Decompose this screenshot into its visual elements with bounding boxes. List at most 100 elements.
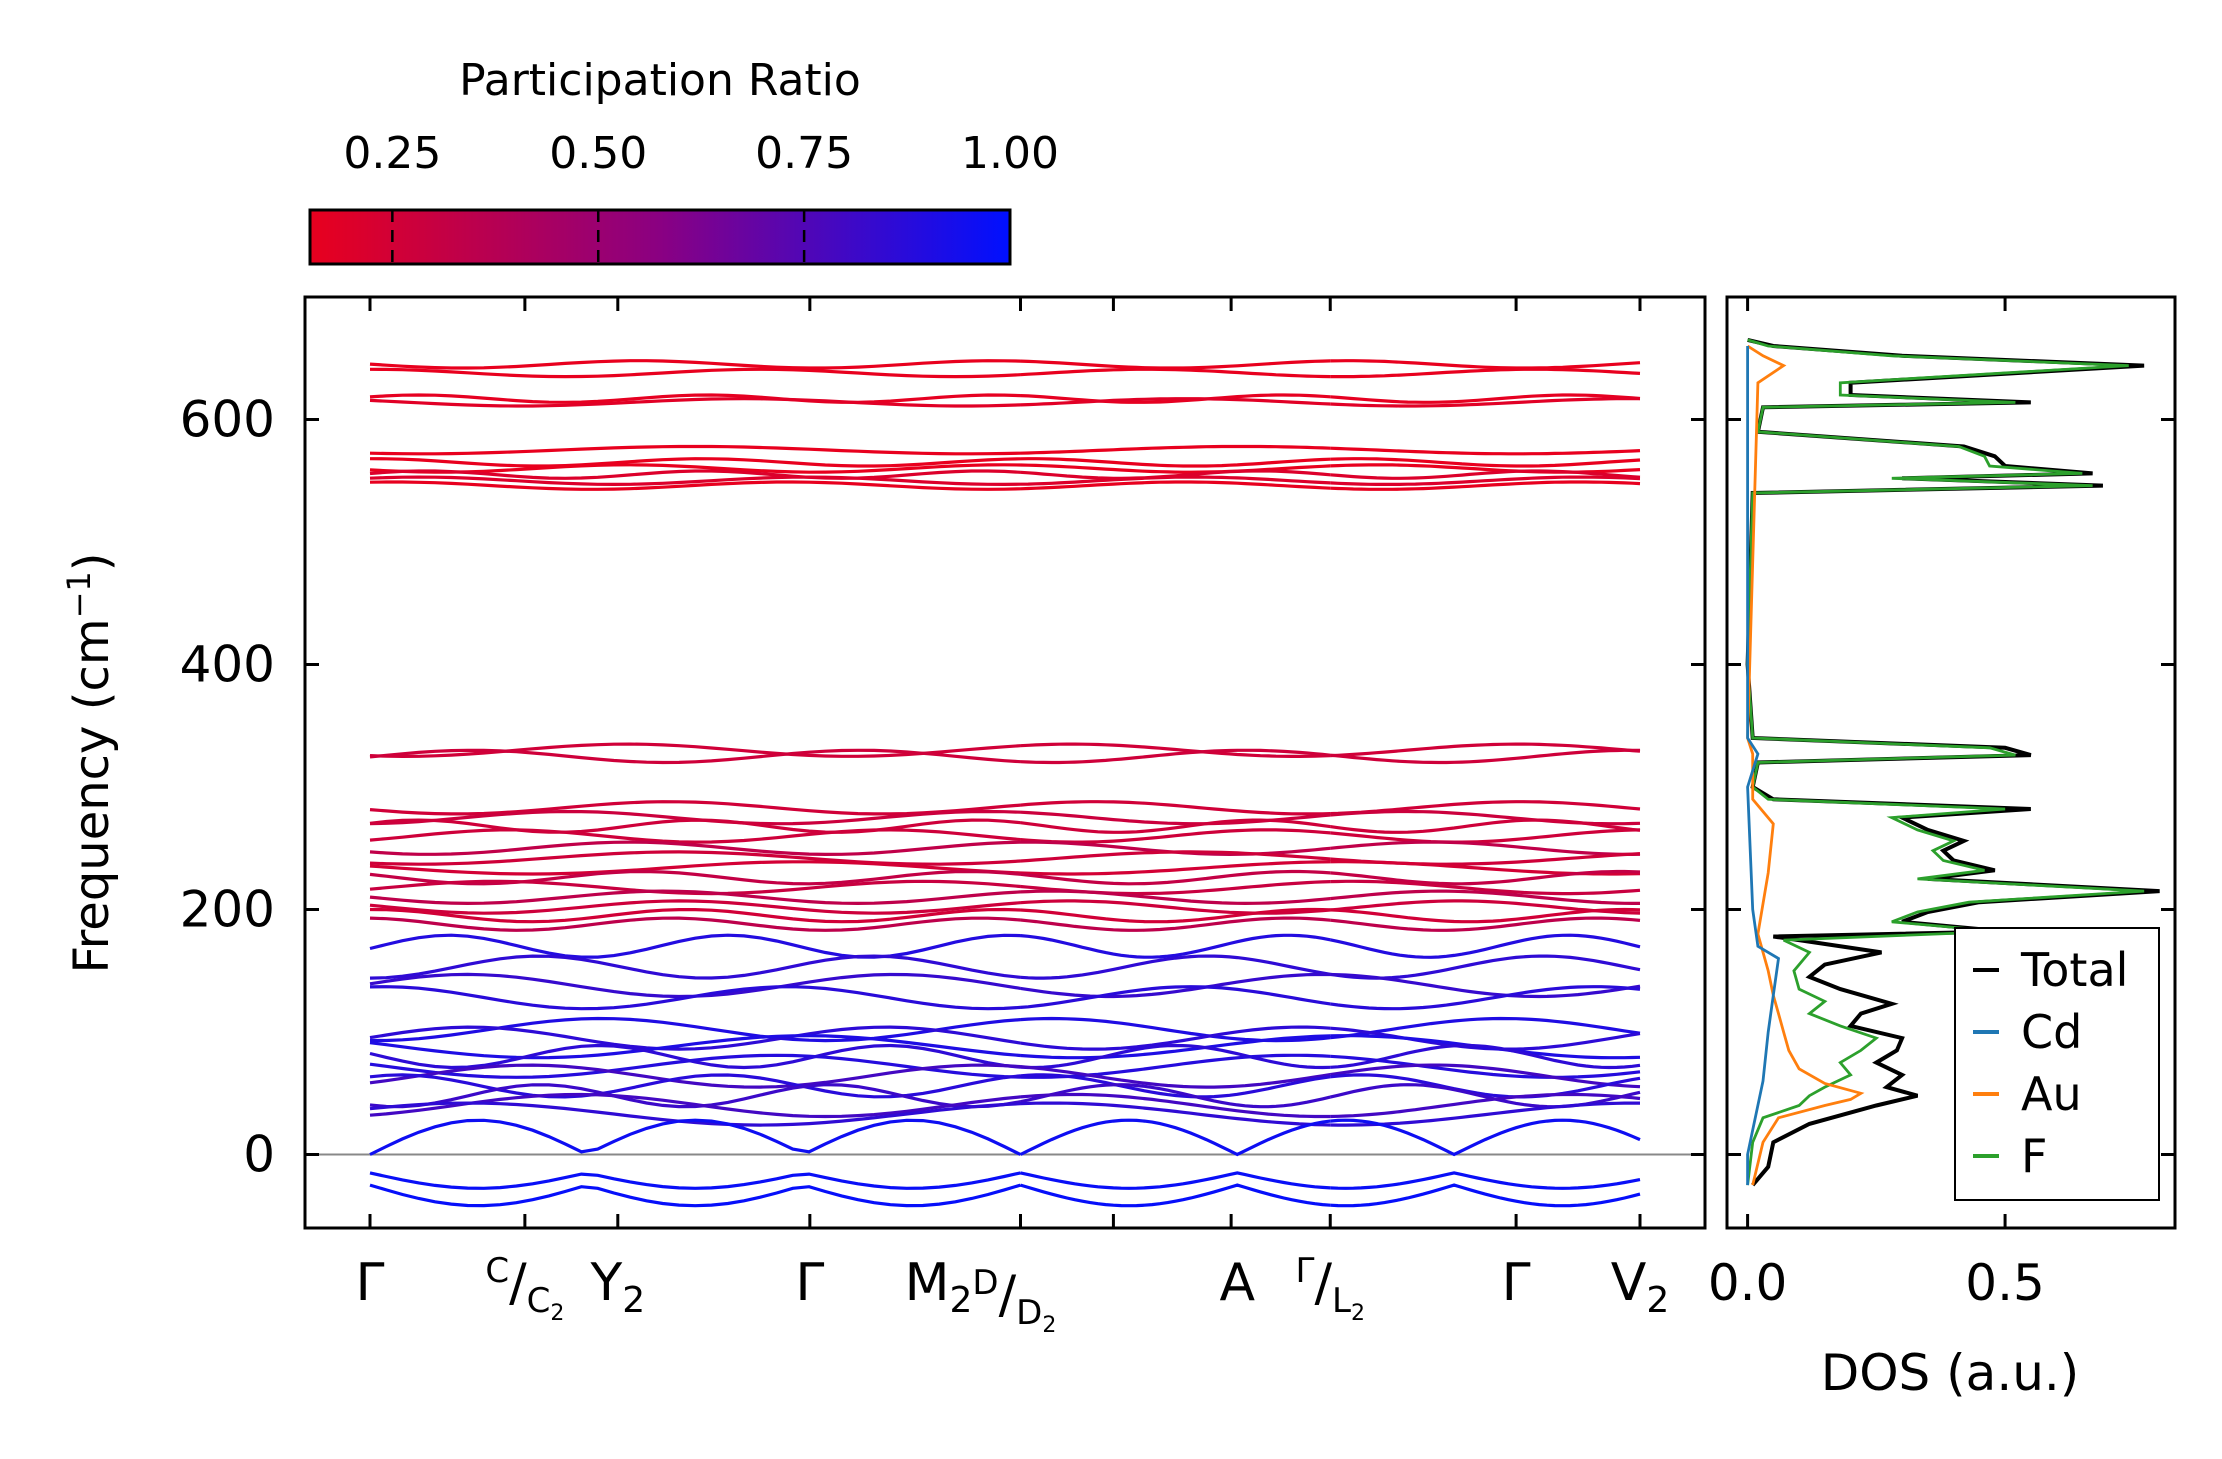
dos-series: [1745, 337, 2160, 1187]
phonon-band-line: [1020, 1101, 1331, 1127]
phonon-band-line: [369, 1063, 1021, 1089]
phonon-band-line: [1020, 954, 1331, 980]
phonon-band-line: [1330, 359, 1641, 370]
phonon-band-line: [1020, 1065, 1331, 1089]
phonon-band-line: [1020, 1034, 1331, 1060]
phonon-band-line: [1329, 985, 1641, 1011]
phonon-band-line: [369, 397, 1021, 408]
phonon-band-line: [1020, 1083, 1331, 1109]
dos-x-tick-label: 0.5: [1965, 1254, 2045, 1312]
phonon-band-line: [369, 1073, 1021, 1099]
phonon-band-line: [1020, 1043, 1331, 1070]
phonon-band-line: [1020, 933, 1331, 959]
dos-frame: [1725, 295, 2177, 1230]
k-point-label: V2: [1611, 1253, 1669, 1321]
phonon-band-line: [1020, 916, 1331, 932]
k-point-label: Γ: [1502, 1253, 1531, 1313]
phonon-band-line: [1020, 397, 1331, 407]
colorbar-tick-label: 1.00: [961, 128, 1059, 179]
dos-series-total: [1745, 337, 2160, 1187]
phonon-band-line: [369, 800, 1021, 816]
phonon-band-line: [1330, 1016, 1641, 1040]
colorbar: Participation Ratio 0.25 0.50 0.75 1.00: [308, 55, 1059, 266]
phonon-band-line: [369, 1043, 1021, 1070]
band-frame: [303, 295, 1707, 1230]
phonon-band-line: [1329, 818, 1641, 834]
phonon-band-line: [1020, 972, 1331, 999]
phonon-band-line: [369, 475, 1021, 487]
phonon-band-line: [1020, 748, 1331, 765]
phonon-band-line: [1020, 850, 1331, 863]
y-tick-label: 600: [180, 391, 275, 449]
phonon-band-line: [1330, 480, 1641, 491]
k-point-label: M2D/D2: [905, 1253, 1057, 1338]
legend-label: Total: [2020, 943, 2128, 997]
phonon-band-line: [1330, 972, 1641, 999]
phonon-band-line: [1020, 1183, 1331, 1208]
phonon-band-line: [1330, 393, 1641, 404]
y-axis-label-text: Frequency (cm: [64, 618, 120, 973]
phonon-band-line: [1020, 475, 1331, 486]
phonon-band-line: [369, 840, 1021, 857]
phonon-band-line: [369, 748, 1021, 765]
band-axes: [303, 295, 1707, 1230]
phonon-band-line: [1330, 742, 1641, 758]
phonon-bands: [369, 359, 1641, 1208]
phonon-band-line: [369, 359, 1021, 370]
y-axis-label-close: ): [64, 552, 120, 571]
phonon-band-line: [1020, 1171, 1331, 1190]
k-point-label: A: [1220, 1253, 1256, 1313]
phonon-band-line: [369, 907, 1021, 924]
k-point-label: Γ: [795, 1253, 824, 1313]
phonon-band-line: [1020, 393, 1331, 404]
y-axis-label: Frequency (cm−1): [60, 552, 120, 973]
phonon-band-line: [369, 869, 1021, 886]
k-point-label: C/C2: [485, 1251, 564, 1326]
phonon-band-line: [1330, 809, 1641, 826]
phonon-band-line: [1330, 916, 1641, 932]
phonon-band-line: [369, 1171, 1021, 1190]
phonon-band-line: [369, 916, 1021, 932]
colorbar-label: Participation Ratio: [459, 55, 861, 106]
phonon-band-line: [1020, 860, 1331, 876]
phonon-band-line: [1020, 907, 1331, 924]
phonon-band-line: [1330, 475, 1641, 486]
phonon-band-line: [1330, 1183, 1641, 1208]
phonon-band-line: [1330, 1073, 1641, 1099]
band-structure-panel: Γ C/C2 Y2 Γ M2D/D2 A Γ/L2 Γ V2 0 200 400 600 Freque…: [60, 295, 2175, 1338]
phonon-band-line: [369, 1083, 1021, 1109]
dos-series-f: [1746, 338, 2145, 1186]
phonon-band-line: [369, 899, 1021, 915]
legend-label: F: [2021, 1129, 2047, 1183]
phonon-band-line: [370, 1016, 1021, 1043]
phonon-band-line: [369, 444, 1021, 456]
phonon-band-line: [369, 463, 1021, 474]
phonon-band-line: [1330, 879, 1641, 896]
phonon-band-line: [1020, 889, 1331, 906]
phonon-band-line: [1330, 446, 1641, 456]
phonon-band-line: [1330, 469, 1641, 480]
phonon-band-line: [369, 1101, 1021, 1127]
colorbar-gradient: [308, 208, 1012, 266]
phonon-band-line: [369, 1053, 1021, 1079]
phonon-band-line: [1020, 828, 1331, 844]
legend-label: Au: [2021, 1067, 2082, 1121]
dos-axes: [1725, 295, 2177, 1230]
colorbar-tick-label: 0.25: [343, 128, 441, 179]
phonon-band-line: [369, 985, 1021, 1011]
phonon-band-line: [1020, 742, 1331, 758]
phonon-band-line: [1329, 1063, 1641, 1089]
phonon-band-line: [1330, 1054, 1641, 1079]
phonon-band-line: [1020, 818, 1331, 834]
phonon-band-line: [369, 889, 1021, 906]
y-tick-label: 400: [180, 636, 275, 694]
phonon-band-line: [369, 480, 1021, 491]
phonon-band-line: [1020, 869, 1331, 886]
colorbar-tick-label: 0.50: [549, 128, 647, 179]
dos-x-ticks: 0.0 0.5: [1708, 297, 2045, 1312]
phonon-band-line: [369, 1034, 1021, 1060]
phonon-band-line: [1329, 933, 1641, 959]
k-point-label: Γ: [356, 1253, 385, 1313]
